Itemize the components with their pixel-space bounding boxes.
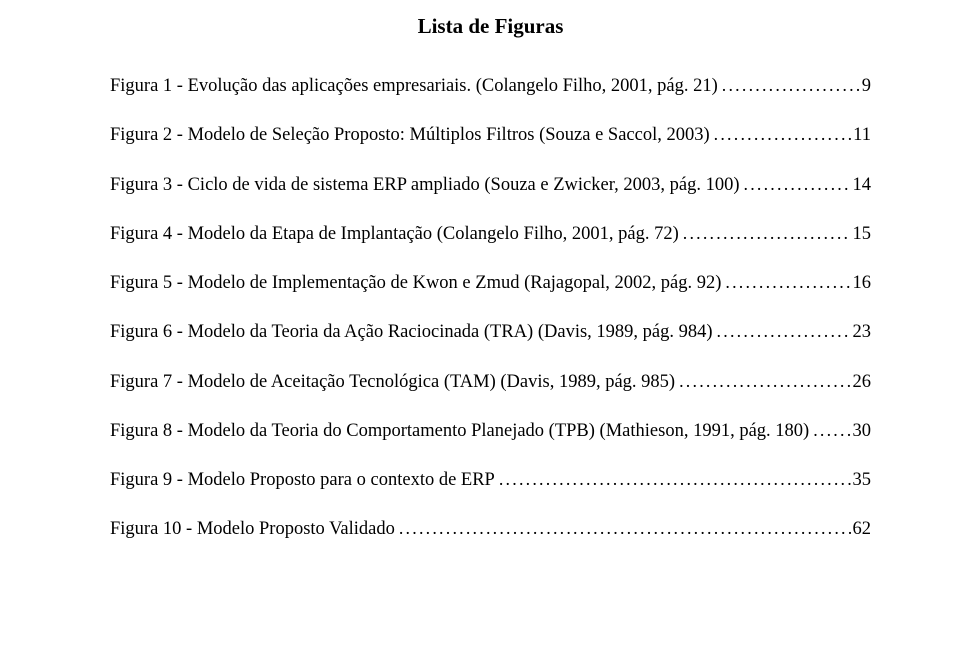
entry-text: Figura 5 - Modelo de Implementação de Kw… — [110, 273, 721, 294]
entry-page-number: 15 — [851, 224, 872, 245]
entry-text: Figura 2 - Modelo de Seleção Proposto: M… — [110, 125, 710, 146]
list-entry: Figura 7 - Modelo de Aceitação Tecnológi… — [110, 371, 871, 393]
dot-leader: ........................................… — [675, 371, 850, 392]
entry-page-number: 35 — [851, 470, 872, 491]
dot-leader: ........................................… — [710, 124, 852, 145]
list-entry: Figura 2 - Modelo de Seleção Proposto: M… — [110, 124, 871, 146]
dot-leader: ........................................… — [718, 75, 860, 96]
entry-page-number: 14 — [851, 175, 872, 196]
dot-leader: ........................................… — [740, 174, 851, 195]
entry-text: Figura 6 - Modelo da Teoria da Ação Raci… — [110, 322, 713, 343]
dot-leader: ........................................… — [809, 420, 850, 441]
list-entry: Figura 4 - Modelo da Etapa de Implantaçã… — [110, 223, 871, 245]
entry-page-number: 23 — [851, 322, 872, 343]
page-container: Lista de Figuras Figura 1 - Evolução das… — [0, 0, 959, 541]
entry-text: Figura 10 - Modelo Proposto Validado — [110, 519, 395, 540]
entry-page-number: 16 — [851, 273, 872, 294]
dot-leader: ........................................… — [495, 469, 851, 490]
entry-text: Figura 9 - Modelo Proposto para o contex… — [110, 470, 495, 491]
entry-text: Figura 8 - Modelo da Teoria do Comportam… — [110, 421, 809, 442]
list-entry: Figura 10 - Modelo Proposto Validado....… — [110, 518, 871, 540]
entries-container: Figura 1 - Evolução das aplicações empre… — [110, 75, 871, 541]
entry-text: Figura 7 - Modelo de Aceitação Tecnológi… — [110, 372, 675, 393]
dot-leader: ........................................… — [713, 321, 851, 342]
entry-text: Figura 3 - Ciclo de vida de sistema ERP … — [110, 175, 740, 196]
dot-leader: ........................................… — [721, 272, 850, 293]
list-entry: Figura 3 - Ciclo de vida de sistema ERP … — [110, 174, 871, 196]
entry-text: Figura 4 - Modelo da Etapa de Implantaçã… — [110, 224, 679, 245]
list-title: Lista de Figuras — [110, 14, 871, 39]
list-entry: Figura 8 - Modelo da Teoria do Comportam… — [110, 420, 871, 442]
list-entry: Figura 9 - Modelo Proposto para o contex… — [110, 469, 871, 491]
entry-text: Figura 1 - Evolução das aplicações empre… — [110, 76, 718, 97]
list-entry: Figura 1 - Evolução das aplicações empre… — [110, 75, 871, 97]
entry-page-number: 9 — [860, 76, 871, 97]
list-entry: Figura 5 - Modelo de Implementação de Kw… — [110, 272, 871, 294]
entry-page-number: 62 — [851, 519, 872, 540]
dot-leader: ........................................… — [395, 518, 851, 539]
entry-page-number: 30 — [851, 421, 872, 442]
list-entry: Figura 6 - Modelo da Teoria da Ação Raci… — [110, 321, 871, 343]
dot-leader: ........................................… — [679, 223, 851, 244]
entry-page-number: 11 — [851, 125, 871, 146]
entry-page-number: 26 — [851, 372, 872, 393]
